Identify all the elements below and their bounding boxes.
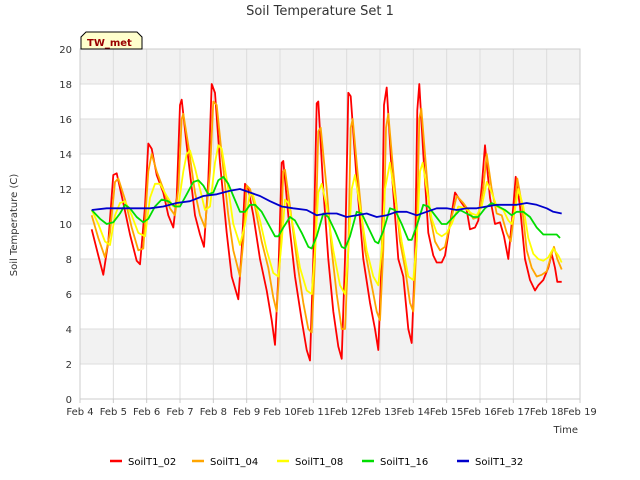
y-tick-label: 6 [66, 290, 72, 301]
x-tick-label: Feb 7 [166, 407, 193, 418]
y-axis-ticks: 0 2 4 6 8 10 12 14 16 18 20 [59, 45, 72, 406]
y-tick-label: 8 [66, 255, 72, 266]
plot-band [80, 329, 580, 364]
y-tick-label: 4 [66, 325, 72, 336]
legend-label: SoilT1_32 [475, 457, 523, 468]
x-tick-label: Feb 15 [430, 407, 464, 418]
y-axis-label: Soil Temperature (C) [9, 174, 20, 277]
x-tick-label: Feb 11 [297, 407, 331, 418]
plot-background-bands [80, 49, 580, 364]
y-tick-label: 10 [59, 220, 72, 231]
legend-label: SoilT1_08 [295, 457, 343, 468]
plot-band [80, 119, 580, 154]
y-tick-label: 12 [59, 185, 72, 196]
x-tick-label: Feb 8 [200, 407, 227, 418]
x-tick-label: Feb 9 [233, 407, 260, 418]
y-tick-label: 20 [59, 45, 72, 56]
series-line-soilt1-32 [91, 188, 562, 218]
y-tick-label: 2 [66, 360, 72, 371]
plot-band [80, 49, 580, 84]
plot-frame [79, 48, 581, 400]
x-tick-label: Feb 5 [100, 407, 127, 418]
x-tick-label: Feb 14 [397, 407, 431, 418]
x-tick-label: Feb 13 [363, 407, 397, 418]
x-axis-ticks: Feb 4 Feb 5 Feb 6 Feb 7 Feb 8 Feb 9 Feb 10 Feb … [66, 399, 597, 418]
station-tag-label: TW_met [87, 38, 132, 49]
legend: SoilT1_02 SoilT1_04 SoilT1_08 SoilT1_16 Soil… [110, 457, 523, 468]
x-axis-label: Time [553, 425, 578, 436]
station-tag: TW_met [80, 31, 143, 50]
chart-title: Soil Temperature Set 1 [246, 4, 394, 19]
station-tag-box [80, 31, 143, 50]
x-tick-label: Feb 19 [563, 407, 597, 418]
series-line-soilt1-08 [90, 144, 563, 295]
series-line-soilt1-04 [90, 100, 563, 334]
y-tick-label: 16 [59, 115, 72, 126]
x-tick-label: Feb 17 [497, 407, 531, 418]
legend-label: SoilT1_02 [128, 457, 176, 468]
x-tick-label: Feb 18 [530, 407, 564, 418]
x-tick-label: Feb 16 [463, 407, 497, 418]
y-tick-label: 18 [59, 80, 72, 91]
y-tick-label: 14 [59, 150, 72, 161]
legend-label: SoilT1_16 [380, 457, 428, 468]
x-tick-label: Feb 12 [330, 407, 364, 418]
x-tick-label: Feb 6 [133, 407, 160, 418]
x-tick-label: Feb 10 [263, 407, 297, 418]
y-tick-label: 0 [66, 395, 72, 406]
x-tick-label: Feb 4 [66, 407, 93, 418]
series-lines [90, 83, 563, 362]
legend-label: SoilT1_04 [210, 457, 258, 468]
